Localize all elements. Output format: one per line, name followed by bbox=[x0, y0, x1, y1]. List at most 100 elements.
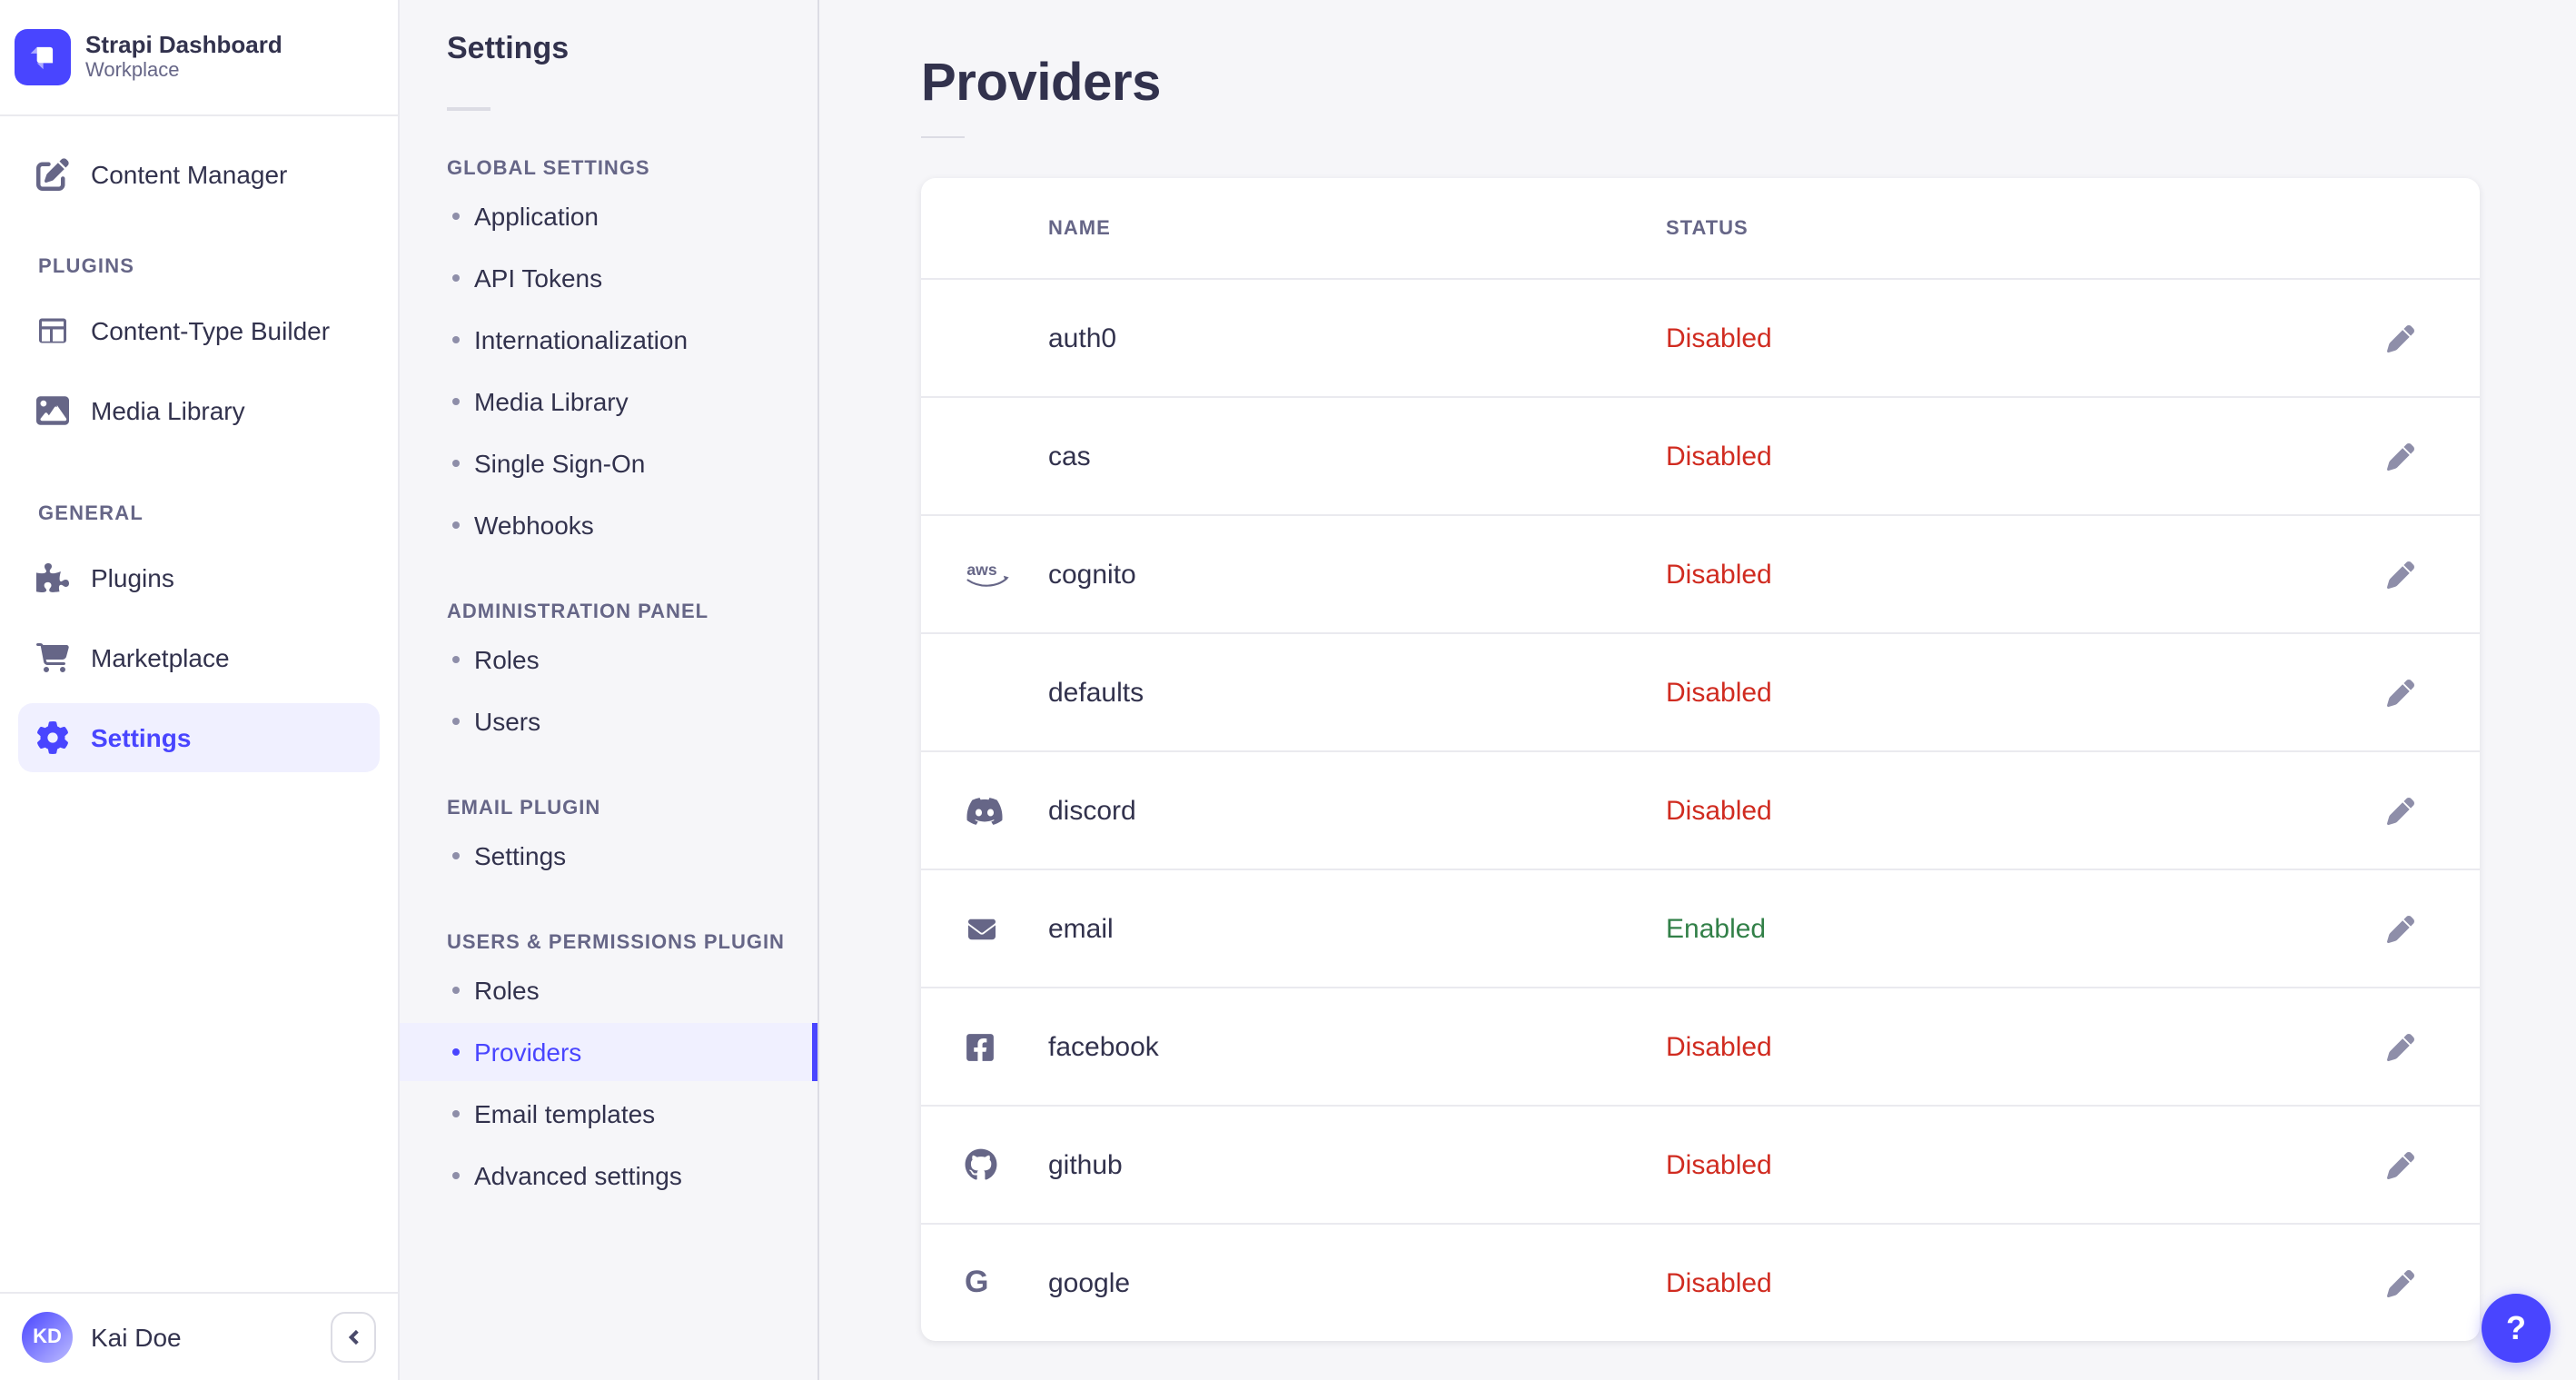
status-text: Disabled bbox=[1666, 1031, 1772, 1062]
workspace-title: Strapi Dashboard bbox=[85, 30, 282, 58]
subnav-item-internationalization[interactable]: Internationalization bbox=[400, 311, 817, 369]
status-text: Disabled bbox=[1666, 1267, 1772, 1298]
subnav-item-webhooks[interactable]: Webhooks bbox=[400, 496, 817, 554]
subnav-section-label: USERS & PERMISSIONS PLUGIN bbox=[447, 932, 785, 954]
image-icon bbox=[36, 394, 69, 427]
sidebar-section-label: PLUGINS bbox=[38, 256, 135, 278]
table-row: facebook Disabled bbox=[921, 987, 2480, 1105]
providers-table-card: NAME STATUS auth0 Disabled cas Disabled aws c… bbox=[921, 178, 2480, 1341]
sidebar-item-content-type-builder[interactable]: Content-Type Builder bbox=[18, 296, 380, 365]
pen-square-icon bbox=[36, 158, 69, 191]
edit-provider-button[interactable] bbox=[2378, 907, 2422, 950]
svg-text:aws: aws bbox=[966, 561, 996, 579]
workspace-subtitle: Workplace bbox=[85, 59, 180, 82]
edit-provider-button[interactable] bbox=[2378, 789, 2422, 832]
sidebar-item-label: Marketplace bbox=[91, 643, 230, 672]
status-text: Disabled bbox=[1666, 559, 1772, 590]
subnav-item-advanced-settings[interactable]: Advanced settings bbox=[400, 1147, 817, 1205]
sidebar-item-media-library[interactable]: Media Library bbox=[18, 376, 380, 445]
table-row: defaults Disabled bbox=[921, 632, 2480, 750]
table-body: auth0 Disabled cas Disabled aws cognito Disabl… bbox=[921, 278, 2480, 1341]
status-text: Enabled bbox=[1666, 913, 1767, 944]
avatar[interactable]: KD bbox=[22, 1312, 73, 1363]
subnav-section-label: GLOBAL SETTINGS bbox=[447, 158, 650, 180]
edit-provider-button[interactable] bbox=[2378, 434, 2422, 478]
subnav-item-email-templates[interactable]: Email templates bbox=[400, 1085, 817, 1143]
subnav-item-settings[interactable]: Settings bbox=[400, 827, 817, 885]
subnav-item-users[interactable]: Users bbox=[400, 692, 817, 750]
cart-icon bbox=[36, 641, 69, 674]
table-header-row: NAME STATUS bbox=[921, 178, 2480, 278]
provider-name: defaults bbox=[1048, 677, 1144, 708]
edit-provider-button[interactable] bbox=[2378, 670, 2422, 714]
status-text: Disabled bbox=[1666, 1149, 1772, 1180]
puzzle-icon bbox=[36, 561, 69, 594]
main-content: Providers NAME STATUS auth0 Disabled cas Di… bbox=[819, 0, 2576, 1380]
provider-name: cas bbox=[1048, 441, 1091, 472]
status-text: Disabled bbox=[1666, 677, 1772, 708]
sidebar-item-content-manager[interactable]: Content Manager bbox=[18, 140, 380, 209]
sidebar-section-label: GENERAL bbox=[38, 503, 144, 525]
pencil-icon bbox=[2386, 1033, 2413, 1060]
sidebar-item-marketplace[interactable]: Marketplace bbox=[18, 623, 380, 692]
subnav-item-roles[interactable]: Roles bbox=[400, 630, 817, 689]
subnav-item-roles[interactable]: Roles bbox=[400, 961, 817, 1019]
subnav-item-providers[interactable]: Providers bbox=[400, 1023, 817, 1081]
workspace-switcher[interactable]: Strapi Dashboard Workplace bbox=[0, 0, 398, 116]
provider-name: facebook bbox=[1048, 1031, 1159, 1062]
status-text: Disabled bbox=[1666, 795, 1772, 826]
edit-provider-button[interactable] bbox=[2378, 552, 2422, 596]
subnav-section-label: ADMINISTRATION PANEL bbox=[447, 601, 709, 623]
page-title: Providers bbox=[921, 55, 1161, 113]
page-title-underline bbox=[921, 136, 965, 138]
pencil-icon bbox=[2386, 324, 2413, 352]
table-row: email Enabled bbox=[921, 869, 2480, 987]
subnav-sections: GLOBAL SETTINGS Application API Tokens Inte… bbox=[400, 158, 817, 1205]
sidebar-item-settings[interactable]: Settings bbox=[18, 703, 380, 772]
discord-icon bbox=[965, 795, 1048, 826]
help-button[interactable]: ? bbox=[2482, 1294, 2551, 1363]
provider-name: cognito bbox=[1048, 559, 1136, 590]
provider-name: email bbox=[1048, 913, 1114, 944]
table-row: cas Disabled bbox=[921, 396, 2480, 514]
gear-icon bbox=[36, 721, 69, 754]
strapi-logo-icon bbox=[15, 29, 71, 85]
settings-subnav: Settings GLOBAL SETTINGS Application API T… bbox=[400, 0, 819, 1380]
sidebar-nav: Content Manager PLUGINS Content-Type Build… bbox=[0, 116, 398, 1292]
collapse-sidebar-button[interactable] bbox=[331, 1312, 376, 1363]
sidebar-item-label: Settings bbox=[91, 723, 192, 752]
subnav-item-media-library[interactable]: Media Library bbox=[400, 372, 817, 431]
table-row: auth0 Disabled bbox=[921, 278, 2480, 396]
column-header-status: STATUS bbox=[1666, 217, 1749, 239]
main-sidebar: Strapi Dashboard Workplace Content Manag… bbox=[0, 0, 400, 1380]
facebook-icon bbox=[965, 1031, 1048, 1062]
pencil-icon bbox=[2386, 1269, 2413, 1296]
edit-provider-button[interactable] bbox=[2378, 1261, 2422, 1305]
chevron-left-icon bbox=[344, 1328, 362, 1346]
provider-name: auth0 bbox=[1048, 323, 1117, 353]
sidebar-item-label: Content Manager bbox=[91, 160, 288, 189]
subnav-item-single-sign-on[interactable]: Single Sign-On bbox=[400, 434, 817, 492]
subnav-title: Settings bbox=[447, 31, 570, 65]
edit-provider-button[interactable] bbox=[2378, 1025, 2422, 1068]
sidebar-item-label: Media Library bbox=[91, 396, 245, 425]
provider-name: discord bbox=[1048, 795, 1136, 826]
pencil-icon bbox=[2386, 679, 2413, 706]
edit-provider-button[interactable] bbox=[2378, 316, 2422, 360]
provider-name: google bbox=[1048, 1267, 1131, 1298]
pencil-icon bbox=[2386, 442, 2413, 470]
table-row: github Disabled bbox=[921, 1105, 2480, 1223]
table-row: aws cognito Disabled bbox=[921, 514, 2480, 632]
sidebar-item-plugins[interactable]: Plugins bbox=[18, 543, 380, 612]
subnav-section-label: EMAIL PLUGIN bbox=[447, 798, 601, 819]
aws-icon: aws bbox=[965, 560, 1048, 589]
subnav-item-api-tokens[interactable]: API Tokens bbox=[400, 249, 817, 307]
envelope-icon bbox=[965, 915, 1048, 942]
pencil-icon bbox=[2386, 561, 2413, 588]
sidebar-item-label: Content-Type Builder bbox=[91, 316, 331, 345]
status-text: Disabled bbox=[1666, 323, 1772, 353]
edit-provider-button[interactable] bbox=[2378, 1143, 2422, 1186]
subnav-item-application[interactable]: Application bbox=[400, 187, 817, 245]
column-header-name: NAME bbox=[1048, 217, 1111, 239]
